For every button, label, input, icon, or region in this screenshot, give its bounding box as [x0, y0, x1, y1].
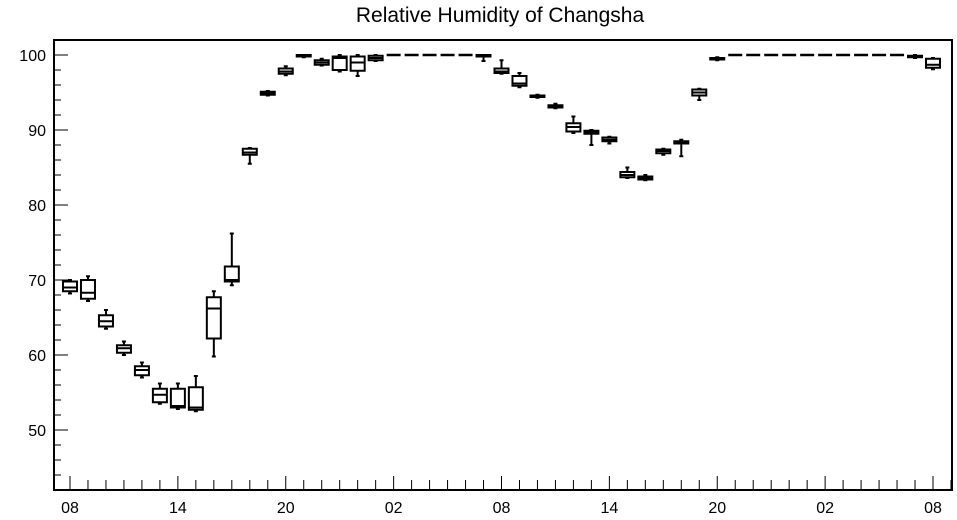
- y-tick-label: 90: [28, 123, 46, 140]
- y-tick-label: 60: [28, 348, 46, 365]
- x-tick-label: 08: [924, 500, 942, 517]
- x-tick-label: 20: [708, 500, 726, 517]
- y-tick-label: 50: [28, 423, 46, 440]
- x-tick-label: 02: [816, 500, 834, 517]
- x-tick-label: 02: [385, 500, 403, 517]
- plot-frame: [53, 39, 953, 491]
- x-tick-label: 08: [61, 500, 79, 517]
- x-tick-label: 14: [169, 500, 187, 517]
- x-tick-label: 08: [493, 500, 511, 517]
- y-tick-label: 80: [28, 198, 46, 215]
- box-iqr: [223, 265, 240, 283]
- box-iqr: [169, 387, 186, 409]
- box-iqr: [331, 55, 348, 71]
- chart-title: Relative Humidity of Changsha: [355, 4, 645, 27]
- box-iqr: [925, 57, 941, 69]
- x-tick-label: 14: [600, 500, 618, 517]
- x-tick-label: 20: [277, 500, 295, 517]
- box-iqr: [62, 280, 78, 293]
- box-iqr: [79, 279, 96, 300]
- box-iqr: [187, 386, 204, 411]
- box-iqr: [205, 296, 222, 340]
- box-iqr: [511, 75, 528, 87]
- y-tick-label: 70: [28, 273, 46, 290]
- box-iqr: [349, 55, 366, 72]
- y-tick-label: 100: [19, 48, 46, 65]
